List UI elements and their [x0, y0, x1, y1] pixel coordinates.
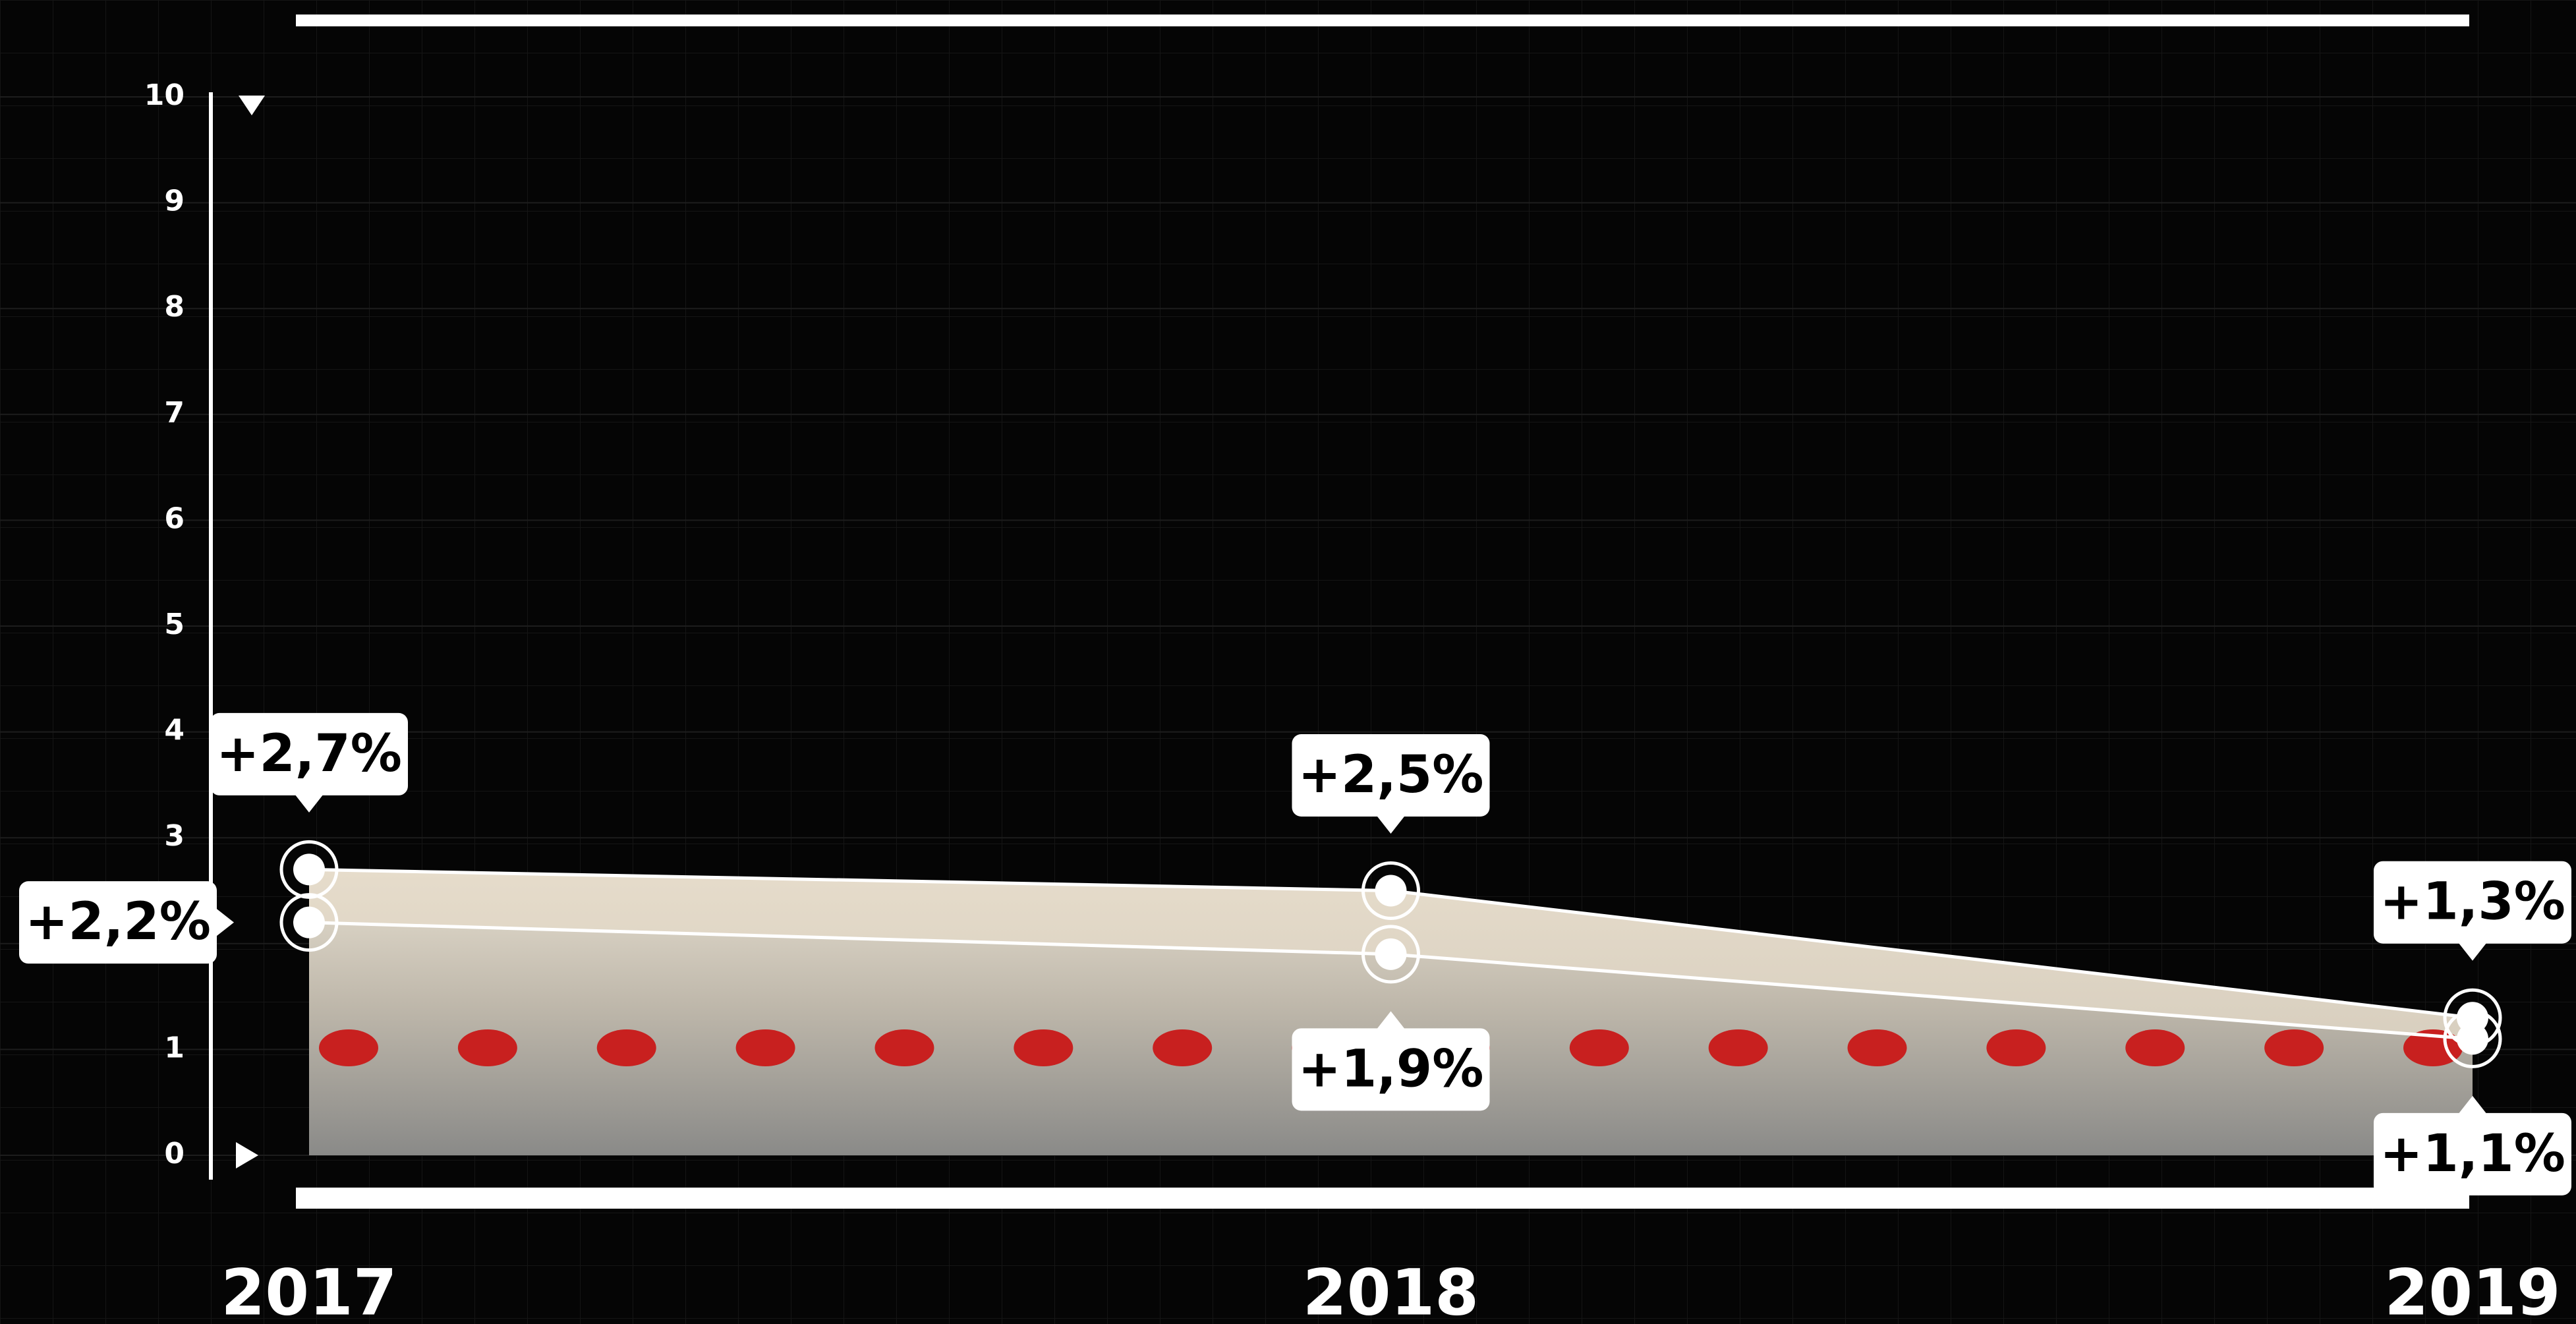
label-box	[1292, 734, 1490, 817]
point-ring	[2443, 1009, 2502, 1068]
point	[293, 853, 325, 886]
label-box	[1292, 1028, 1490, 1111]
cart-handle	[457, 1029, 517, 1066]
label-pointer	[2458, 1095, 2487, 1114]
value-label: +2,5%	[1292, 734, 1490, 834]
cart-handle	[1153, 1029, 1213, 1066]
cart-handle	[1014, 1029, 1073, 1066]
label-pointer	[1376, 815, 1406, 834]
label-box	[2374, 1112, 2571, 1195]
axis-arrow-right	[236, 1142, 258, 1168]
label-box	[19, 881, 217, 964]
point-ring	[279, 893, 339, 952]
x-tick-label: 2019	[2384, 1255, 2560, 1324]
top-bar	[296, 14, 2469, 26]
label-pointer	[2458, 942, 2487, 961]
axis-arrow-top	[239, 96, 265, 115]
point-ring	[1361, 861, 1420, 920]
value-label-text: +1,9%	[1298, 1039, 1484, 1099]
y-tick-label: 3	[164, 819, 185, 853]
y-tick-label: 7	[164, 396, 185, 430]
label-pointer	[295, 793, 324, 813]
value-label: +2,2%	[19, 881, 234, 964]
point-ring	[279, 840, 339, 899]
point-ring	[1361, 925, 1420, 984]
cart-handle	[1569, 1029, 1629, 1066]
cart-handle	[1708, 1029, 1768, 1066]
point	[1375, 938, 1407, 970]
label-box	[2374, 861, 2571, 944]
x-tick-label: 2017	[221, 1255, 397, 1324]
point	[293, 906, 325, 938]
cart-handle	[1986, 1029, 2046, 1066]
point	[2457, 1023, 2488, 1055]
y-tick-label: 0	[164, 1137, 185, 1170]
y-tick-label: 10	[144, 78, 185, 112]
y-tick-label: 1	[164, 1031, 185, 1064]
point	[1375, 875, 1407, 907]
label-box	[210, 712, 408, 795]
value-label-text: +1,3%	[2380, 873, 2565, 932]
value-label-text: +2,2%	[25, 892, 211, 952]
cart-handle	[874, 1029, 934, 1066]
y-tick-label: 6	[164, 502, 185, 535]
cart-handle	[2403, 1029, 2463, 1066]
lines	[279, 840, 2502, 1068]
value-label-text: +2,7%	[216, 724, 402, 784]
y-ticks: 012345678910	[144, 78, 185, 1170]
y-tick-label: 9	[164, 185, 185, 218]
cart-handle	[2125, 1029, 2185, 1066]
cart-handle	[596, 1029, 656, 1066]
bottom-bar	[296, 1188, 2469, 1209]
y-tick-label: 4	[164, 714, 185, 747]
x-ticks: 2017 2018 2019	[221, 1255, 2560, 1324]
value-label: +1,1%	[2374, 1095, 2571, 1195]
x-tick-label: 2018	[1303, 1255, 1479, 1324]
value-label-text: +1,1%	[2380, 1124, 2565, 1184]
cart-handle	[319, 1029, 378, 1066]
value-label-text: +2,5%	[1298, 745, 1484, 805]
value-labels: +2,7% +2,5% +1,3% +2,2% +1,9% +1,1%	[19, 712, 2571, 1195]
value-label: +2,7%	[210, 712, 408, 813]
cart-handle	[1847, 1029, 1907, 1066]
value-label: +1,9%	[1292, 1011, 1490, 1111]
label-pointer	[1376, 1011, 1406, 1030]
y-tick-label: 5	[164, 608, 185, 641]
label-pointer	[215, 907, 234, 937]
y-tick-label: 8	[164, 290, 185, 324]
cart-handle	[2264, 1029, 2324, 1066]
cart-handle	[735, 1029, 795, 1066]
value-label: +1,3%	[2374, 861, 2571, 961]
